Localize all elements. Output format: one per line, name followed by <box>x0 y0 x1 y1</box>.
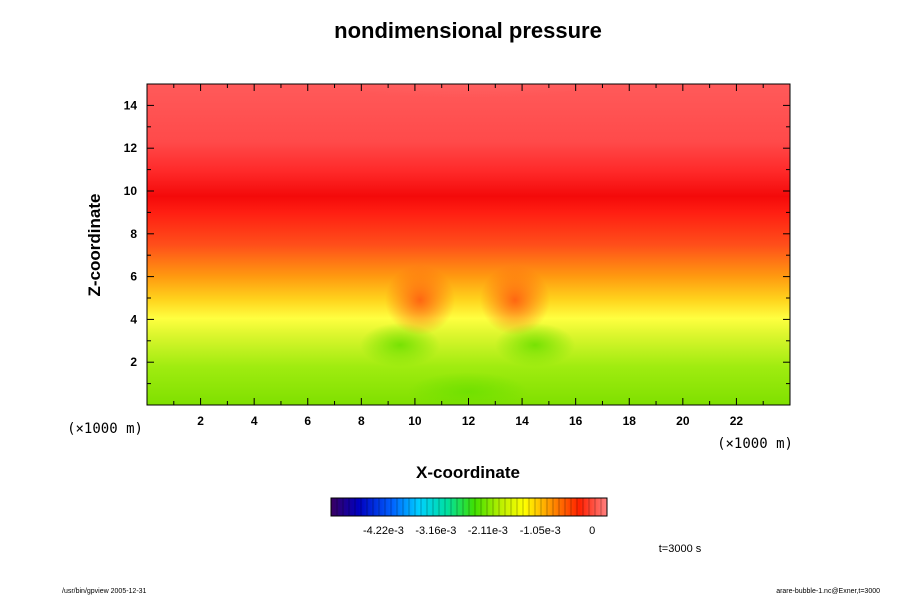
x-axis-label: X-coordinate <box>416 463 520 482</box>
y-tick-label: 14 <box>124 98 138 112</box>
x-tick-label: 10 <box>408 414 422 428</box>
x-units-left: (×1000 m) <box>67 421 143 437</box>
colorbar-tick-label: -3.16e-3 <box>415 525 456 537</box>
y-tick-label: 12 <box>124 141 138 155</box>
time-label: t=3000 s <box>659 543 702 555</box>
x-tick-label: 14 <box>515 414 529 428</box>
x-axis: 2 4 6 8 10 12 14 16 18 20 22 <box>173 84 764 428</box>
y-axis: 2 4 6 8 10 12 14 <box>124 98 790 385</box>
colorbar-tick-label: -4.22e-3 <box>363 525 404 537</box>
y-tick-label: 6 <box>130 270 137 284</box>
colorbar-segments <box>336 498 602 516</box>
x-tick-label: 4 <box>251 414 258 428</box>
colorbar-tick-label: 0 <box>589 525 595 537</box>
x-tick-label: 22 <box>730 414 744 428</box>
x-tick-label: 20 <box>676 414 690 428</box>
y-tick-label: 10 <box>124 184 138 198</box>
footer-left: /usr/bin/gpview 2005-12-31 <box>62 588 147 595</box>
x-tick-label: 8 <box>358 414 365 428</box>
colorbar-labels: -4.22e-3 -3.16e-3 -2.11e-3 -1.05e-3 0 <box>363 525 595 537</box>
y-axis-label: Z-coordinate <box>85 194 104 297</box>
footer-right: arare-bubble-1.nc@Exner,t=3000 <box>776 588 880 595</box>
x-tick-label: 16 <box>569 414 583 428</box>
y-tick-label: 4 <box>130 312 137 326</box>
x-tick-label: 12 <box>462 414 476 428</box>
y-tick-label: 8 <box>130 227 137 241</box>
field-image <box>147 84 790 405</box>
colorbar-frame <box>330 497 608 517</box>
x-tick-label: 18 <box>623 414 637 428</box>
chart-title: nondimensional pressure <box>334 18 602 43</box>
colorbar-tick-label: -2.11e-3 <box>468 525 508 537</box>
x-units-right: (×1000 m) <box>717 436 793 452</box>
x-tick-label: 6 <box>304 414 311 428</box>
y-tick-label: 2 <box>130 355 137 369</box>
colorbar-tick-label: -1.05e-3 <box>520 525 561 537</box>
x-tick-label: 2 <box>197 414 204 428</box>
